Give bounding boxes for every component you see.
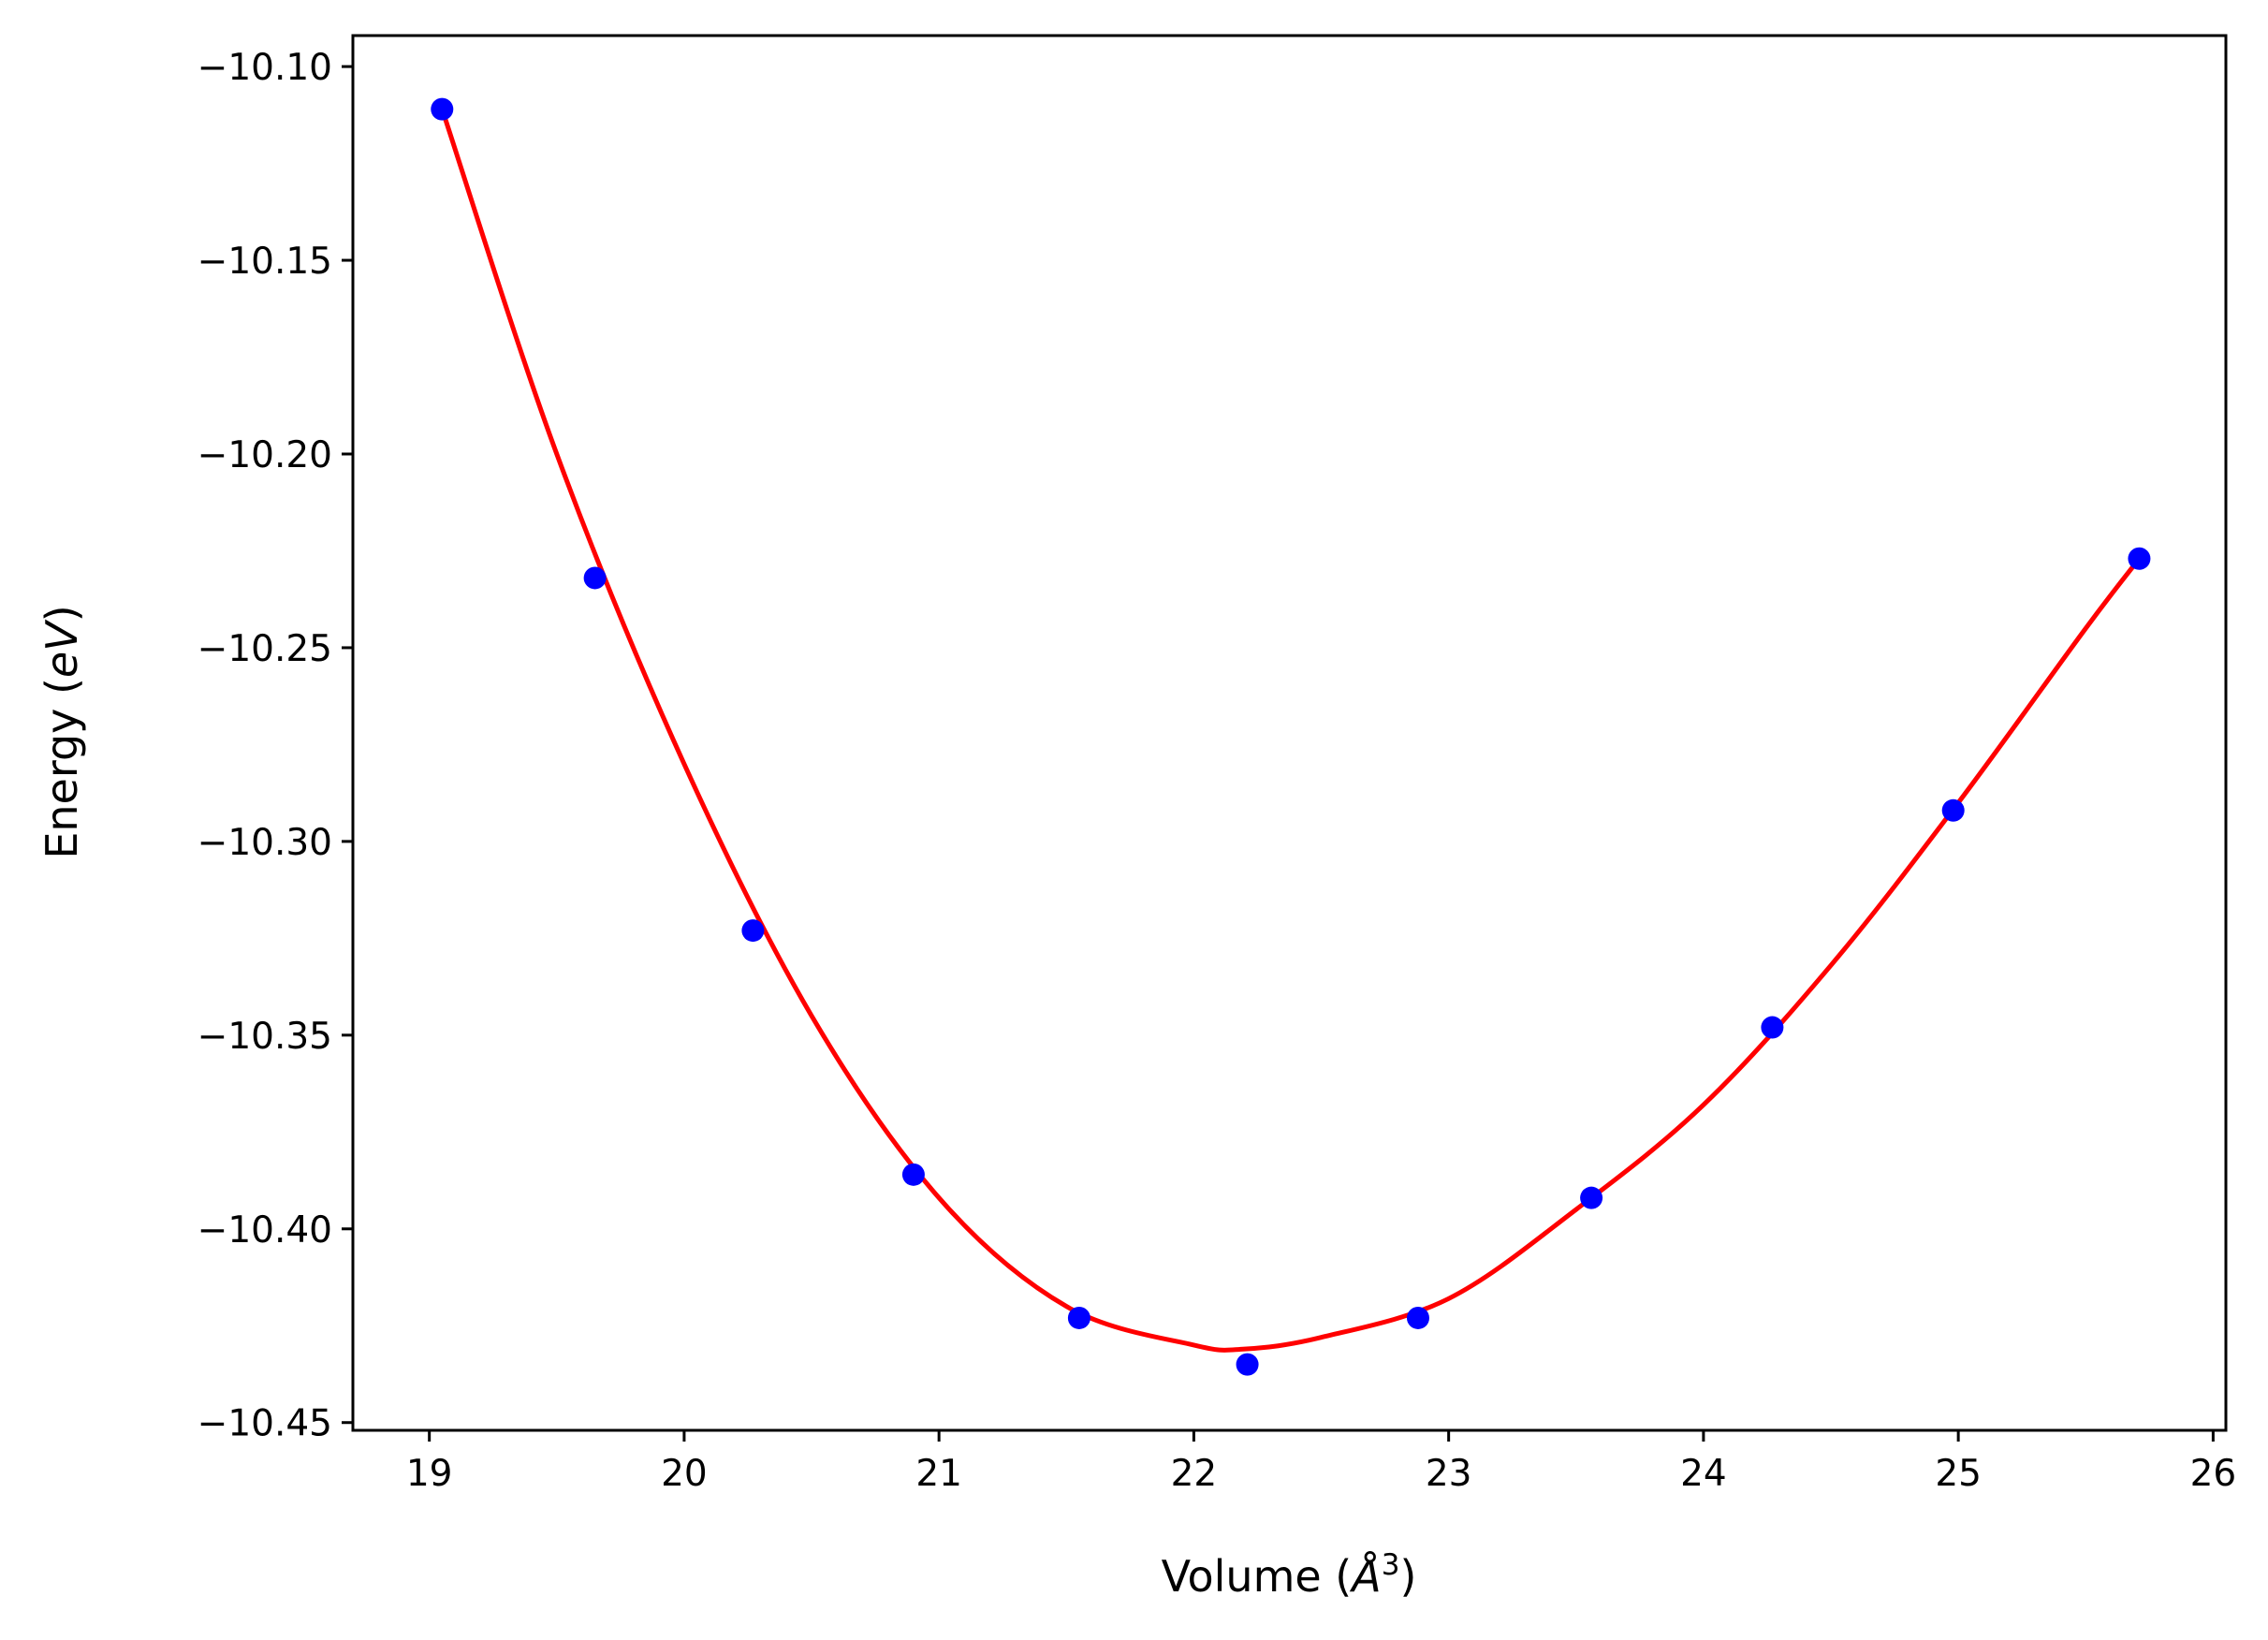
fit-curve-line	[439, 108, 2142, 1353]
y-tick-label: −10.30	[198, 822, 332, 864]
x-tick-label: 24	[1680, 1453, 1727, 1495]
y-axis-title-prefix: Energy (	[37, 678, 87, 859]
y-axis-title-suffix: )	[37, 605, 87, 622]
data-point	[1067, 1306, 1090, 1329]
data-point	[1941, 798, 1965, 822]
x-tick-label: 19	[406, 1453, 453, 1495]
y-tick-label: −10.15	[198, 241, 332, 283]
y-axis-title: Energy (eV)	[37, 605, 87, 858]
x-axis-title-superscript: 3	[1382, 1548, 1400, 1582]
y-axis-title-symbol: eV	[37, 619, 87, 678]
y-tick-label: −10.20	[198, 434, 332, 476]
y-tick-label: −10.25	[198, 628, 332, 670]
x-tick-label: 20	[661, 1453, 708, 1495]
data-point	[741, 919, 765, 943]
y-tick-label: −10.45	[198, 1403, 332, 1445]
x-axis-title-suffix: )	[1399, 1551, 1416, 1602]
x-axis-title: Volume (Å3)	[1162, 1548, 1417, 1602]
x-tick-label: 21	[915, 1453, 962, 1495]
data-point	[901, 1163, 925, 1186]
data-point	[583, 566, 607, 590]
x-tick-label: 22	[1171, 1453, 1218, 1495]
plot-layer	[431, 97, 2151, 1376]
data-point	[1761, 1016, 1784, 1039]
data-point	[1406, 1306, 1429, 1329]
x-axis-title-symbol: Å	[1349, 1551, 1381, 1602]
x-tick-label: 23	[1426, 1453, 1472, 1495]
data-point	[431, 97, 454, 121]
axis-layer: 19 20 21 22 23 24 25 26 −10.10 −10.15 −10.20 −10.25…	[198, 34, 2237, 1495]
data-point	[1236, 1353, 1259, 1376]
y-tick-label: −10.35	[198, 1016, 332, 1058]
x-axis-title-prefix: Volume (	[1162, 1551, 1353, 1602]
data-point	[1580, 1186, 1603, 1209]
y-tick-label: −10.10	[198, 47, 332, 89]
x-tick-label: 26	[2190, 1453, 2237, 1495]
x-tick-label: 25	[1935, 1453, 1982, 1495]
data-point	[2128, 547, 2151, 570]
y-tick-label: −10.40	[198, 1209, 332, 1252]
plot-frame	[351, 34, 2228, 1432]
